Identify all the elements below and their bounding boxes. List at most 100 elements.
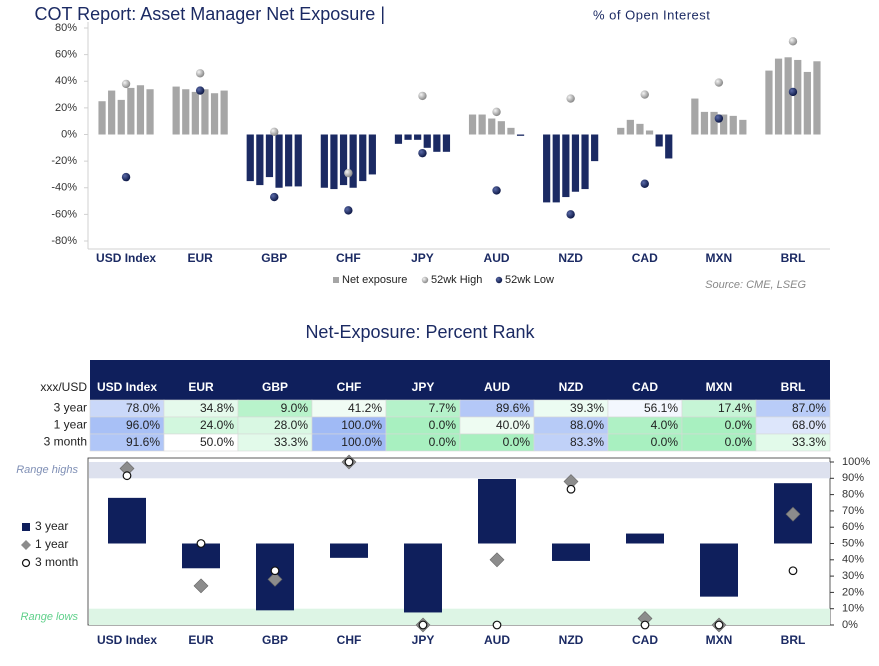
legend-swatch [21,558,31,568]
band-label: Range lows [21,611,79,623]
low-marker [640,179,649,188]
column-header: MXN [706,380,733,394]
circle-marker [196,539,206,548]
column-header: CHF [337,380,362,394]
bar [478,478,516,544]
y-tick-label: 20% [55,102,77,114]
y-tick-label: 40% [55,75,77,87]
cell-value: 9.0% [281,401,309,415]
x-tick-label: GBP [261,251,287,265]
cell-value: 78.0% [126,401,160,415]
bar [201,89,209,135]
x-tick-label: MXN [706,633,733,647]
x-tick-label: JPY [412,633,435,647]
bar [794,59,802,135]
x-tick-label: AUD [484,251,510,265]
diamond-marker [193,578,209,594]
bar [98,101,106,135]
cell-value: 0.0% [651,435,679,449]
legend-label: 3 year [35,519,68,533]
cell-value: 89.6% [496,401,530,415]
bar [700,111,709,135]
bar [655,134,663,147]
high-marker [270,127,279,137]
high-marker [788,37,798,46]
x-tick-label: CHF [337,633,362,647]
legend-label: 1 year [35,537,68,551]
bar [774,58,783,135]
x-tick-label: MXN [706,251,733,265]
bar [562,134,570,198]
bar [468,114,477,135]
column-header: NZD [559,380,584,394]
cell-value: 0.0% [725,418,753,432]
bar [146,89,154,135]
bar [478,114,486,135]
x-tick-label: AUD [484,633,510,647]
low-marker [121,172,131,182]
column-header: AUD [484,380,510,394]
row-label: 3 year [54,401,87,415]
circle-marker [714,620,724,630]
x-tick-label: GBP [262,633,288,647]
cell-value: 88.0% [570,418,604,432]
circle-marker [418,620,428,630]
row-label: 3 month [44,435,87,449]
x-tick-label: NZD [558,251,583,265]
table-cell [755,433,831,452]
table-title: Net-Exposure: Percent Rank [305,322,535,342]
y-tick-label: 80% [55,22,77,34]
bar [294,134,302,187]
x-tick-label: NZD [559,633,584,647]
column-header: BRL [781,380,806,394]
y-tick-label: 60% [55,49,77,61]
low-marker [270,192,279,202]
y2-tick-label: 30% [842,570,864,582]
legend-swatch [333,277,339,283]
y2-tick-label: 70% [842,505,864,517]
high-marker [492,107,501,117]
bar [108,90,116,135]
bar [265,134,274,178]
legend-swatch [21,540,31,550]
bar [182,89,190,135]
high-marker [640,90,649,99]
high-marker [418,91,427,101]
low-marker [418,148,427,158]
low-marker [566,210,575,219]
bar [136,85,145,135]
x-tick-label: JPY [411,251,434,265]
range-band [89,462,830,479]
y2-tick-label: 40% [842,554,864,566]
bar [285,134,293,187]
bar [581,134,589,190]
cell-value: 100.0% [341,435,382,449]
cell-value: 96.0% [126,418,160,432]
circle-marker [492,620,502,630]
bar [108,497,146,544]
high-marker [714,78,724,87]
cell-value: 33.3% [792,435,826,449]
bar [591,134,599,162]
cell-value: 39.3% [570,401,604,415]
diamond-marker [785,506,801,522]
bar [488,118,496,135]
low-marker [195,86,205,95]
y-tick-label: -60% [51,208,77,220]
low-marker [344,206,353,215]
legend-label: Net exposure [342,274,407,286]
circle-marker [270,566,280,576]
y2-tick-label: 20% [842,586,864,598]
cell-value: 4.0% [651,418,679,432]
bar [720,114,728,135]
bar [507,127,515,135]
legend-label: 52wk High [431,274,482,286]
bar [220,90,228,135]
cell-value: 0.0% [725,435,753,449]
cell-value: 41.2% [348,401,382,415]
y2-tick-label: 50% [842,537,864,549]
y2-tick-label: 60% [842,521,864,533]
bar [729,115,737,135]
diamond-marker [489,552,505,568]
